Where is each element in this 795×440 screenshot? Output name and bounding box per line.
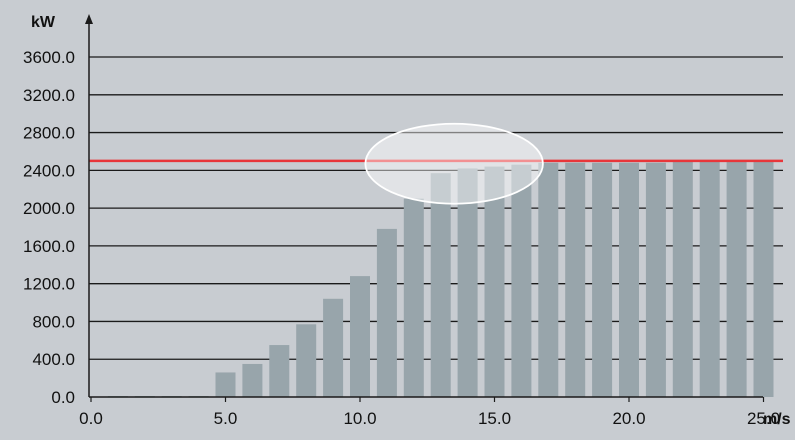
bar bbox=[269, 345, 290, 397]
y-tick-label: 3200.0 bbox=[23, 86, 75, 105]
bar bbox=[323, 298, 344, 397]
bar bbox=[565, 162, 586, 397]
x-axis-unit: m/s bbox=[763, 411, 791, 428]
x-tick-label: 0.0 bbox=[79, 409, 103, 428]
bar bbox=[699, 160, 720, 397]
bar bbox=[484, 166, 505, 397]
bar bbox=[296, 324, 317, 397]
y-tick-label: 2800.0 bbox=[23, 124, 75, 143]
bar bbox=[376, 228, 397, 397]
bar bbox=[350, 276, 370, 397]
bar bbox=[430, 173, 451, 397]
y-tick-label: 2000.0 bbox=[23, 199, 75, 218]
y-tick-label: 2400.0 bbox=[23, 161, 75, 180]
x-tick-label: 5.0 bbox=[214, 409, 238, 428]
bar bbox=[215, 372, 236, 397]
y-tick-label: 800.0 bbox=[32, 312, 75, 331]
y-tick-label: 1200.0 bbox=[23, 275, 75, 294]
bar bbox=[645, 162, 666, 397]
x-tick-label: 15.0 bbox=[478, 409, 511, 428]
y-tick-labels: 0.0 400.0 800.0 1200.0 1600.0 2000.0 2400.0 280… bbox=[23, 48, 75, 407]
x-tick-label: 25.0 bbox=[747, 409, 780, 428]
bar bbox=[753, 160, 774, 397]
bar bbox=[592, 162, 613, 397]
bar bbox=[538, 162, 559, 397]
bar bbox=[726, 160, 747, 397]
x-tick-label: 20.0 bbox=[612, 409, 645, 428]
x-tick-labels: 0.0 5.0 10.0 15.0 20.0 25.0 bbox=[79, 397, 780, 428]
bar bbox=[511, 164, 532, 397]
highlight-ellipse bbox=[364, 122, 544, 205]
bar bbox=[242, 363, 263, 397]
y-tick-label: 1600.0 bbox=[23, 237, 75, 256]
y-tick-label: 400.0 bbox=[32, 350, 75, 369]
x-tick-label: 10.0 bbox=[343, 409, 376, 428]
bar bbox=[672, 160, 693, 397]
y-tick-label: 0.0 bbox=[51, 388, 75, 407]
bar bbox=[619, 162, 639, 397]
bars bbox=[107, 160, 774, 398]
y-axis-unit: kW bbox=[31, 14, 56, 31]
y-axis-arrow bbox=[85, 14, 93, 24]
bar bbox=[403, 198, 424, 397]
bar bbox=[457, 168, 478, 397]
y-tick-label: 3600.0 bbox=[23, 48, 75, 67]
